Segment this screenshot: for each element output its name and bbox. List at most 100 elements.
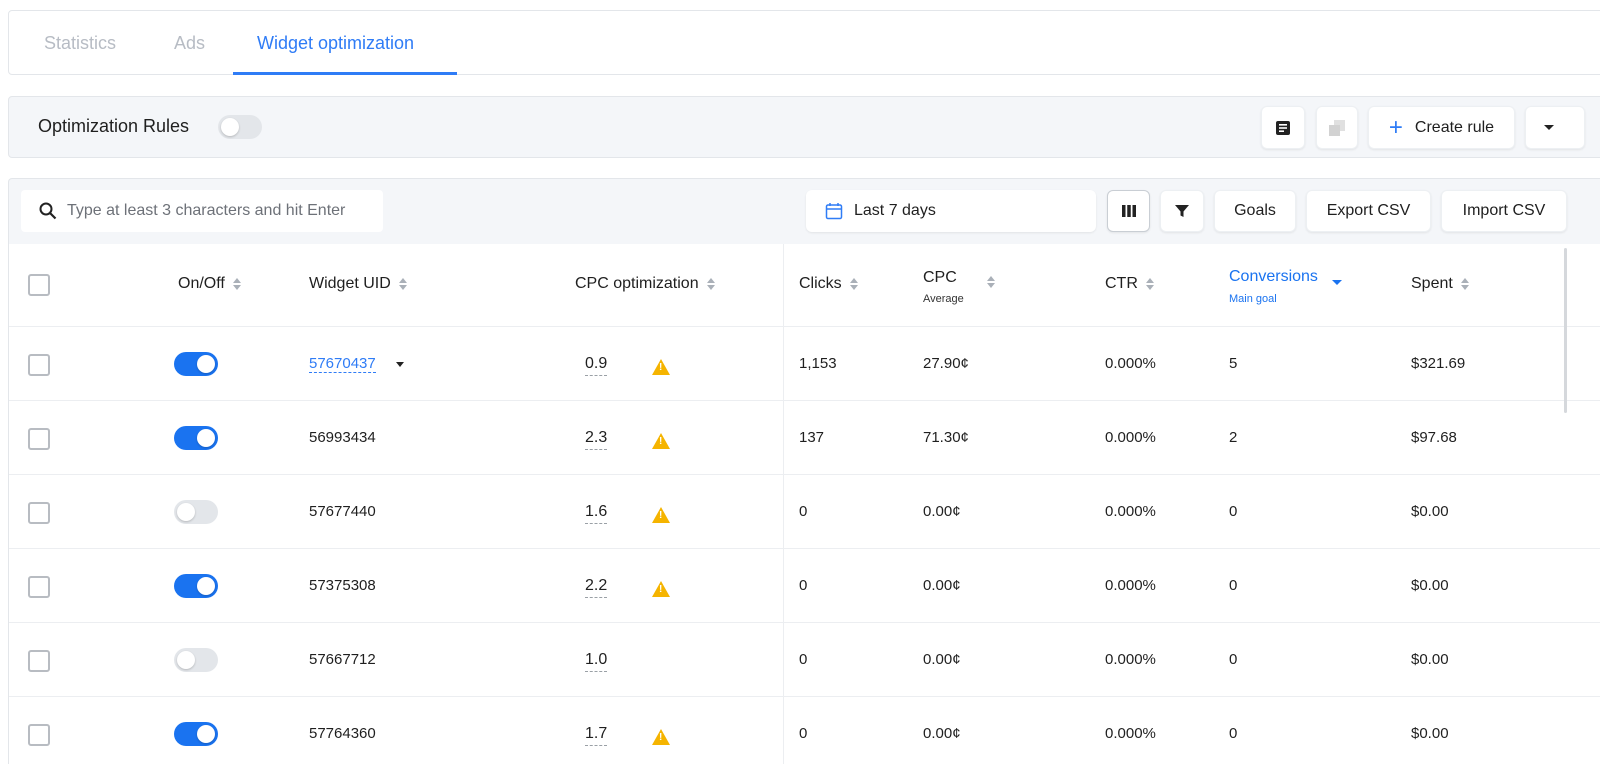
widget-uid: 57375308 (309, 577, 376, 594)
table-row: 57677440 1.6 0 0.00¢ 0.000% 0 $0.00 (9, 474, 1600, 548)
clicks-value: 0 (799, 503, 808, 520)
spent-value: $0.00 (1411, 725, 1449, 742)
calendar-icon (825, 203, 843, 220)
cpc-value: 0.00¢ (923, 725, 961, 742)
cpc-value: 0.00¢ (923, 577, 961, 594)
row-on-off-toggle[interactable] (174, 648, 218, 672)
row-on-off-toggle[interactable] (174, 426, 218, 450)
column-header-onoff[interactable]: On/Off (178, 275, 241, 293)
row-on-off-toggle[interactable] (174, 722, 218, 746)
conversions-subtitle: Main goal (1229, 293, 1277, 305)
cpc-optimization-value[interactable]: 2.3 (585, 429, 608, 450)
cpc-value: 27.90¢ (923, 355, 969, 372)
spent-value: $0.00 (1411, 503, 1449, 520)
spent-value: $97.68 (1411, 429, 1457, 446)
row-checkbox[interactable] (28, 428, 50, 450)
document-icon (1276, 120, 1290, 135)
row-checkbox[interactable] (28, 576, 50, 598)
copy-icon (1329, 119, 1345, 136)
clicks-value: 1,153 (799, 355, 837, 372)
active-tab-indicator (233, 72, 457, 75)
sort-icon (398, 278, 407, 290)
sort-icon (232, 278, 241, 290)
spent-value: $0.00 (1411, 651, 1449, 668)
column-header-widget-uid[interactable]: Widget UID (309, 275, 407, 293)
sort-icon (1145, 278, 1154, 290)
tab-bar: Statistics Ads Widget optimization (8, 10, 1600, 75)
filter-button[interactable] (1160, 190, 1204, 232)
ctr-value: 0.000% (1105, 577, 1156, 594)
clicks-value: 0 (799, 577, 808, 594)
cpc-value: 71.30¢ (923, 429, 969, 446)
caret-down-icon (1544, 125, 1554, 130)
tab-statistics[interactable]: Statistics (44, 33, 117, 53)
optimization-rules-toggle[interactable] (218, 115, 262, 139)
select-all-checkbox[interactable] (28, 274, 50, 296)
row-checkbox[interactable] (28, 354, 50, 376)
filter-icon (1175, 205, 1189, 217)
tab-ads[interactable]: Ads (174, 33, 206, 53)
table-row: 56993434 2.3 137 71.30¢ 0.000% 2 $97.68 (9, 400, 1600, 474)
columns-button[interactable] (1107, 190, 1150, 232)
widget-dropdown-caret-icon[interactable] (396, 362, 404, 367)
clicks-value: 0 (799, 725, 808, 742)
conversions-value: 0 (1229, 725, 1238, 742)
widget-uid[interactable]: 57670437 (309, 355, 376, 373)
cpc-optimization-value[interactable]: 0.9 (585, 355, 608, 376)
widget-uid: 57667712 (309, 651, 376, 668)
date-range-picker[interactable]: Last 7 days (806, 190, 1096, 232)
row-on-off-toggle[interactable] (174, 500, 218, 524)
clicks-value: 137 (799, 429, 825, 446)
search-input[interactable]: Type at least 3 characters and hit Enter (21, 190, 383, 232)
ctr-value: 0.000% (1105, 503, 1156, 520)
cpc-optimization-value[interactable]: 2.2 (585, 577, 608, 598)
sort-desc-icon (1331, 279, 1342, 285)
copy-rule-button[interactable] (1316, 106, 1358, 149)
warning-icon (652, 359, 670, 375)
row-checkbox[interactable] (28, 502, 50, 524)
conversions-value: 0 (1229, 503, 1238, 520)
column-header-cpc-optimization[interactable]: CPC optimization (575, 275, 715, 293)
create-rule-dropdown-button[interactable] (1525, 106, 1585, 149)
cpc-optimization-value[interactable]: 1.7 (585, 725, 608, 746)
goals-button[interactable]: Goals (1214, 190, 1296, 232)
sort-icon (986, 276, 995, 288)
import-csv-button[interactable]: Import CSV (1441, 190, 1567, 232)
row-checkbox[interactable] (28, 724, 50, 746)
optimization-rules-label: Optimization Rules (38, 116, 190, 136)
ctr-value: 0.000% (1105, 355, 1156, 372)
column-divider (783, 244, 784, 764)
ctr-value: 0.000% (1105, 651, 1156, 668)
cpc-subtitle: Average (923, 293, 964, 305)
warning-icon (652, 729, 670, 745)
spent-value: $321.69 (1411, 355, 1466, 372)
search-icon (39, 202, 57, 220)
row-on-off-toggle[interactable] (174, 352, 218, 376)
column-header-cpc[interactable]: CPC (923, 268, 995, 288)
sort-icon (1460, 278, 1469, 290)
cpc-optimization-value[interactable]: 1.0 (585, 651, 608, 672)
row-on-off-toggle[interactable] (174, 574, 218, 598)
column-header-conversions[interactable]: Conversions (1229, 268, 1342, 286)
cpc-optimization-value[interactable]: 1.6 (585, 503, 608, 524)
table-row: 57375308 2.2 0 0.00¢ 0.000% 0 $0.00 (9, 548, 1600, 622)
conversions-value: 0 (1229, 577, 1238, 594)
row-checkbox[interactable] (28, 650, 50, 672)
rules-list-button[interactable] (1261, 106, 1305, 149)
table-toolbar: Type at least 3 characters and hit Enter… (8, 178, 1600, 244)
conversions-value: 0 (1229, 651, 1238, 668)
column-header-spent[interactable]: Spent (1411, 275, 1469, 293)
cpc-value: 0.00¢ (923, 651, 961, 668)
table-row: 57667712 1.0 0 0.00¢ 0.000% 0 $0.00 (9, 622, 1600, 696)
ctr-value: 0.000% (1105, 429, 1156, 446)
widgets-table: On/Off Widget UID CPC optimization Click… (8, 244, 1600, 764)
export-csv-button[interactable]: Export CSV (1306, 190, 1431, 232)
warning-icon (652, 507, 670, 523)
scrollbar[interactable] (1564, 248, 1567, 413)
column-header-clicks[interactable]: Clicks (799, 275, 858, 293)
widget-uid: 56993434 (309, 429, 376, 446)
tab-widget-optimization[interactable]: Widget optimization (257, 33, 415, 53)
column-header-ctr[interactable]: CTR (1105, 275, 1154, 293)
plus-icon: + (1388, 113, 1403, 141)
create-rule-button[interactable]: + Create rule (1368, 106, 1515, 149)
